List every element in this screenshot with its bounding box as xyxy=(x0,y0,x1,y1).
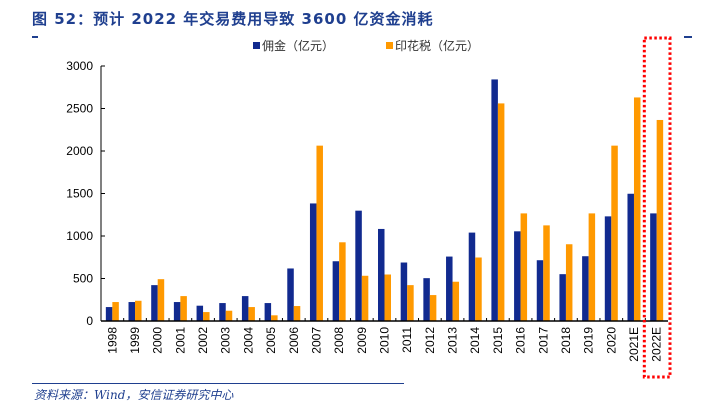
title-rule-right xyxy=(684,36,692,38)
y-axis: 0 500 1000 1500 2000 2500 3000 xyxy=(66,59,105,328)
bar-commission xyxy=(468,232,476,321)
bar-stamp-tax xyxy=(520,213,528,321)
bar-stamp-tax xyxy=(475,257,482,321)
x-tick-label: 2019 xyxy=(582,327,596,354)
bar-commission xyxy=(287,268,294,321)
x-tick-label: 2015 xyxy=(491,327,505,354)
bar-commission xyxy=(378,228,385,321)
bar-commission xyxy=(241,296,249,321)
bar-stamp-tax xyxy=(203,312,210,321)
legend-label-stamp-tax: 印花税（亿元） xyxy=(395,38,479,53)
x-tick-label: 2018 xyxy=(559,327,573,354)
bars xyxy=(105,79,664,322)
x-tick-label: 2004 xyxy=(241,327,255,354)
bar-stamp-tax xyxy=(611,145,618,321)
bar-stamp-tax xyxy=(407,285,414,321)
figure-title: 图 52：预计 2022 年交易费用导致 3600 亿资金消耗 xyxy=(32,10,434,28)
bar-stamp-tax xyxy=(361,275,369,321)
legend-swatch-commission xyxy=(253,42,260,49)
y-tick-label: 1000 xyxy=(66,229,93,243)
x-tick-label: 2007 xyxy=(309,327,323,354)
y-tick-label: 2000 xyxy=(66,144,93,158)
highlight-box-group xyxy=(642,36,672,379)
x-tick-label: 2016 xyxy=(514,327,528,354)
highlight-box xyxy=(642,36,672,379)
bar-commission xyxy=(627,193,634,321)
bar-commission xyxy=(128,302,136,321)
bar-stamp-tax xyxy=(633,97,641,321)
x-tick-label: 2021E xyxy=(627,327,641,362)
x-tick-label: 2005 xyxy=(264,327,278,354)
x-tick-label: 2008 xyxy=(332,327,346,354)
x-tick-label: 2022E xyxy=(650,327,664,362)
x-tick-label: 2012 xyxy=(423,327,437,354)
bar-stamp-tax xyxy=(157,279,165,321)
y-tick-label: 1500 xyxy=(66,187,93,201)
legend-label-commission: 佣金（亿元） xyxy=(262,38,334,53)
bar-commission xyxy=(173,302,181,321)
bar-stamp-tax xyxy=(293,306,301,321)
bar-stamp-tax xyxy=(316,145,323,321)
bar-stamp-tax xyxy=(588,213,596,321)
bar-commission xyxy=(264,303,272,321)
bar-stamp-tax xyxy=(565,244,573,321)
bar-stamp-tax xyxy=(180,296,187,321)
source-note: 资料来源：Wind，安信证券研究中心 xyxy=(34,388,234,402)
bar-commission xyxy=(151,285,158,321)
y-tick-label: 2500 xyxy=(66,102,93,116)
bar-stamp-tax xyxy=(271,315,278,321)
bar-commission xyxy=(491,79,498,322)
bar-stamp-tax xyxy=(112,302,119,321)
legend-swatch-stamp-tax xyxy=(386,42,393,49)
bar-commission xyxy=(536,260,544,321)
bar-stamp-tax xyxy=(135,300,142,321)
x-tick-label: 2001 xyxy=(173,327,187,354)
bar-stamp-tax xyxy=(429,295,437,321)
bar-commission xyxy=(309,203,317,321)
bar-stamp-tax xyxy=(225,310,233,321)
bar-commission xyxy=(219,303,226,321)
bar-stamp-tax xyxy=(543,225,550,321)
bar-stamp-tax xyxy=(497,103,505,322)
x-tick-label: 2020 xyxy=(604,327,618,354)
x-tick-label: 2002 xyxy=(196,327,210,354)
bar-stamp-tax xyxy=(248,307,255,321)
bar-commission xyxy=(582,256,589,321)
legend: 佣金（亿元） 印花税（亿元） xyxy=(253,38,479,53)
x-tick-label: 2011 xyxy=(400,327,414,353)
y-tick-label: 0 xyxy=(86,314,93,328)
bar-commission xyxy=(105,307,113,321)
bar-commission xyxy=(514,231,521,321)
bar-stamp-tax xyxy=(384,274,391,321)
bar-commission xyxy=(332,261,340,321)
y-tick-label: 500 xyxy=(73,272,93,286)
bar-commission xyxy=(423,278,430,321)
x-tick-label: 2010 xyxy=(378,327,392,354)
x-tick-label: 2013 xyxy=(446,327,460,354)
title-rule-left xyxy=(32,36,38,38)
bar-commission xyxy=(196,305,204,321)
x-tick-label: 2017 xyxy=(536,327,550,354)
x-tick-label: 2009 xyxy=(355,327,369,354)
x-tick-label: 1999 xyxy=(128,327,142,354)
x-tick-label: 2000 xyxy=(151,327,165,354)
bar-commission xyxy=(650,213,657,321)
source-rule xyxy=(32,383,404,384)
x-tick-label: 2003 xyxy=(219,327,233,354)
bar-stamp-tax xyxy=(452,281,460,321)
bar-commission xyxy=(604,216,612,321)
bar-commission xyxy=(559,274,566,321)
y-tick-label: 3000 xyxy=(66,59,93,73)
x-axis: 1998 1999 2000 2001 2002 2003 2004 2005 2006 2007… xyxy=(101,318,668,362)
x-tick-label: 2014 xyxy=(468,327,482,354)
x-tick-label: 2006 xyxy=(287,327,301,354)
x-tick-label: 1998 xyxy=(105,327,119,354)
bar-commission xyxy=(400,262,408,321)
bar-commission xyxy=(355,210,362,321)
bar-stamp-tax xyxy=(339,242,346,321)
bar-stamp-tax xyxy=(656,119,664,321)
bar-commission xyxy=(446,256,453,321)
